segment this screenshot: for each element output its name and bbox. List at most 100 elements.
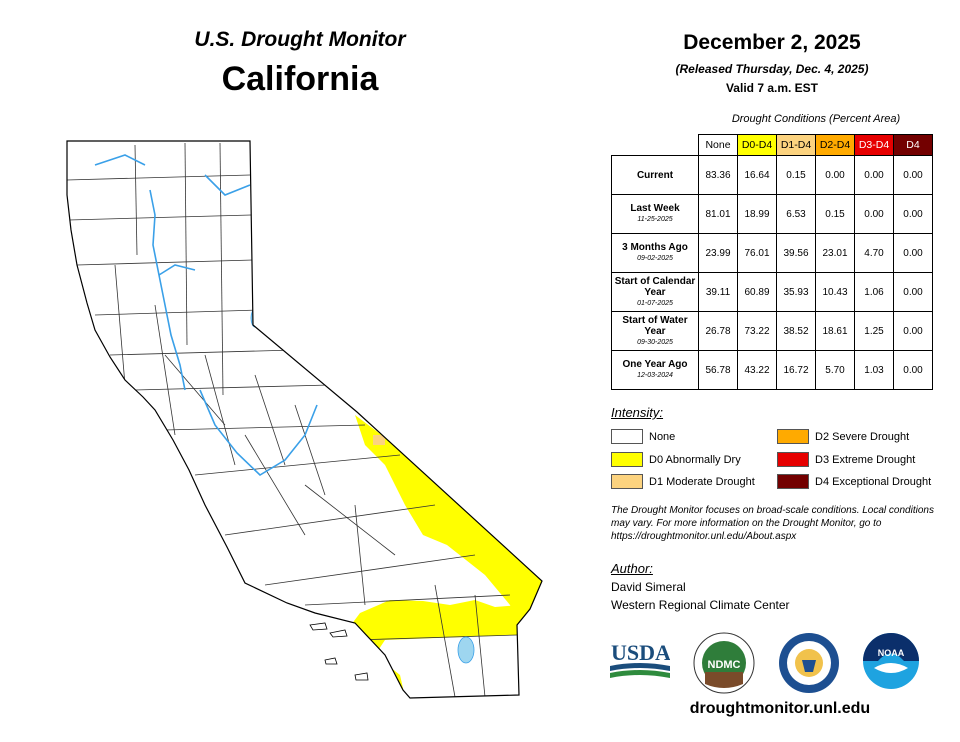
- table-cell: 23.99: [698, 233, 738, 273]
- table-cell: 16.72: [776, 350, 816, 390]
- map-date: December 2, 2025: [683, 31, 861, 54]
- table-caption: Drought Conditions (Percent Area): [731, 113, 901, 125]
- row-label: Start of Calendar Year 01-07-2025: [611, 272, 699, 312]
- row-date: 12-03-2024: [637, 372, 673, 379]
- table-cell: 0.15: [815, 194, 855, 234]
- table-cell: 10.43: [815, 272, 855, 312]
- legend-swatch: [611, 474, 643, 489]
- table-cell: 0.00: [893, 311, 933, 351]
- table-cell: 26.78: [698, 311, 738, 351]
- table-cell: 35.93: [776, 272, 816, 312]
- table-cell: 39.11: [698, 272, 738, 312]
- legend-item: D0 Abnormally Dry: [611, 452, 741, 467]
- table-row: Start of Calendar Year 01-07-2025 39.11 60.…: [611, 272, 933, 312]
- legend-label: D4 Exceptional Drought: [815, 475, 932, 488]
- island: [354, 672, 369, 681]
- row-date: 09-30-2025: [637, 338, 673, 346]
- island: [324, 657, 338, 665]
- row-label-text: One Year Ago: [622, 359, 688, 370]
- table-row: 3 Months Ago 09-02-2025 23.99 76.01 39.56 23.…: [611, 233, 933, 273]
- california-drought-map: [66, 140, 543, 699]
- row-label: Start of Water Year 09-30-2025: [611, 311, 699, 351]
- legend-label: D3 Extreme Drought: [815, 453, 916, 466]
- usda-logo: USDA: [610, 636, 671, 687]
- island: [309, 622, 328, 631]
- row-date: 01-07-2025: [637, 299, 673, 307]
- table-cell: 0.00: [893, 155, 933, 195]
- legend-label: D0 Abnormally Dry: [649, 453, 741, 466]
- intensity-title: Intensity:: [611, 405, 664, 420]
- table-cell: 5.70: [815, 350, 855, 390]
- table-cell: 0.00: [893, 272, 933, 312]
- d0-area-east: [355, 415, 542, 625]
- row-label-text: Current: [636, 169, 674, 181]
- table-row: Start of Water Year 09-30-2025 26.78 73.22 3…: [611, 311, 933, 351]
- table-cell: 0.00: [854, 194, 894, 234]
- ndmc-logo: NDMC: [693, 632, 755, 699]
- noaa-logo-text: NOAA: [878, 648, 905, 658]
- legend-label: D1 Moderate Drought: [649, 475, 755, 488]
- row-label-text: Last Week: [630, 203, 680, 214]
- col-d1-d4: D1-D4: [776, 134, 816, 156]
- col-d4: D4: [893, 134, 933, 156]
- table-cell: 1.25: [854, 311, 894, 351]
- state-title: California: [221, 60, 379, 98]
- d1-area: [373, 435, 385, 445]
- row-date: 11-25-2025: [637, 216, 673, 223]
- legend-swatch: [611, 429, 643, 444]
- table-cell: 18.99: [737, 194, 777, 234]
- legend-swatch: [777, 429, 809, 444]
- legend-item: D3 Extreme Drought: [777, 452, 915, 467]
- table-cell: 4.70: [854, 233, 894, 273]
- noaa-logo: NOAA: [862, 632, 920, 695]
- site-url[interactable]: droughtmonitor.unl.edu: [689, 700, 871, 717]
- legend-item: D1 Moderate Drought: [611, 474, 755, 489]
- salton-sea: [457, 636, 475, 664]
- sacramento-river: [149, 189, 186, 391]
- table-cell: 39.56: [776, 233, 816, 273]
- legend-swatch: [777, 474, 809, 489]
- legend-item: D2 Severe Drought: [777, 429, 909, 444]
- row-label-text: 3 Months Ago: [622, 242, 688, 253]
- table-cell: 83.36: [698, 155, 738, 195]
- row-label-text: Start of Calendar Year: [614, 275, 696, 298]
- table-cell: 6.53: [776, 194, 816, 234]
- legend-item: None: [611, 429, 675, 444]
- author-org: Western Regional Climate Center: [611, 598, 790, 612]
- author-title: Author:: [611, 561, 653, 576]
- table-cell: 73.22: [737, 311, 777, 351]
- drought-conditions-table: None D0-D4 D1-D4 D2-D4 D3-D4 D4 Current 8…: [611, 134, 933, 390]
- col-none: None: [698, 134, 738, 156]
- table-cell: 0.00: [854, 155, 894, 195]
- map-title: U.S. Drought Monitor: [194, 28, 406, 51]
- table-row: Last Week 11-25-2025 81.01 18.99 6.53 0.15 0.0…: [611, 194, 933, 234]
- row-label: Last Week 11-25-2025: [611, 194, 699, 234]
- table-cell: 81.01: [698, 194, 738, 234]
- table-cell: 18.61: [815, 311, 855, 351]
- table-cell: 0.00: [893, 350, 933, 390]
- table-cell: 0.15: [776, 155, 816, 195]
- row-label: One Year Ago 12-03-2024: [611, 350, 699, 390]
- island: [329, 629, 348, 638]
- release-date: (Released Thursday, Dec. 4, 2025): [675, 62, 869, 76]
- table-cell: 16.64: [737, 155, 777, 195]
- san-joaquin-river: [199, 389, 318, 477]
- state-outline: [66, 140, 543, 699]
- legend-label: None: [649, 430, 676, 443]
- row-label-text: Start of Water Year: [622, 314, 688, 337]
- row-date: 09-02-2025: [637, 255, 673, 262]
- table-cell: 0.00: [815, 155, 855, 195]
- legend-swatch: [611, 452, 643, 467]
- row-label: Current: [611, 155, 699, 195]
- row-label: 3 Months Ago 09-02-2025: [611, 233, 699, 273]
- disclaimer-note: The Drought Monitor focuses on broad-sca…: [611, 505, 934, 542]
- legend-swatch: [777, 452, 809, 467]
- table-cell: 56.78: [698, 350, 738, 390]
- col-d2-d4: D2-D4: [815, 134, 855, 156]
- table-cell: 1.06: [854, 272, 894, 312]
- legend-item: D4 Exceptional Drought: [777, 474, 931, 489]
- table-cell: 0.00: [893, 194, 933, 234]
- table-header-row: None D0-D4 D1-D4 D2-D4 D3-D4 D4: [612, 134, 933, 156]
- valid-time: Valid 7 a.m. EST: [725, 81, 819, 95]
- ndmc-logo-text: NDMC: [708, 659, 741, 671]
